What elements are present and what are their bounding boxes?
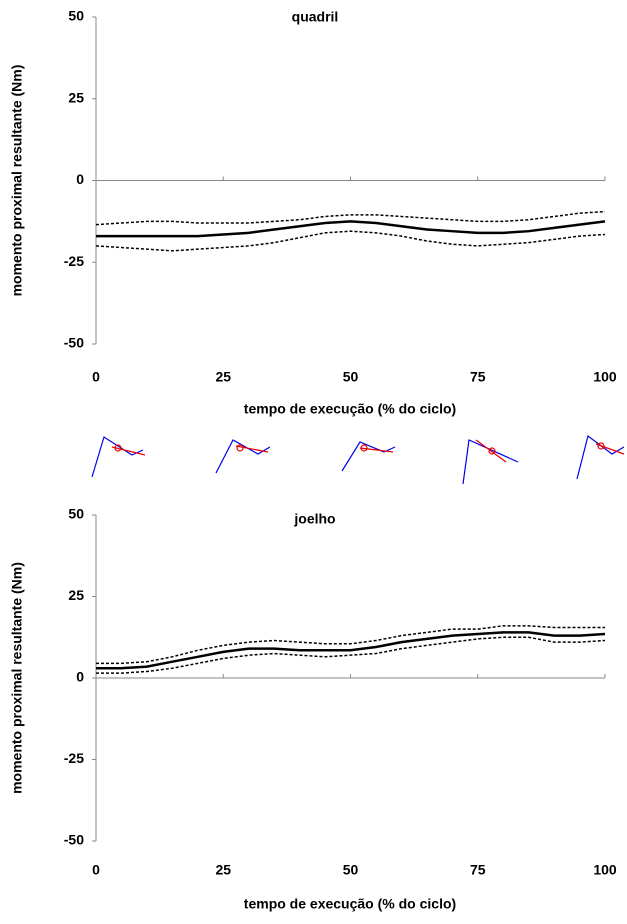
y-tick-label: 0 xyxy=(76,171,84,187)
stick-figure xyxy=(341,441,396,472)
y-tick-label: 50 xyxy=(68,8,84,24)
x-tick-label: 75 xyxy=(470,369,486,385)
x-tick-label: 0 xyxy=(92,369,100,385)
y-tick-label: 25 xyxy=(68,89,84,105)
y-tick-label: 25 xyxy=(68,587,84,603)
series-line xyxy=(95,210,606,226)
series-line xyxy=(96,631,606,670)
x-axis-title: tempo de execução (% do ciclo) xyxy=(244,401,456,417)
chart-title: quadril xyxy=(292,9,339,25)
stick-figure xyxy=(91,436,146,478)
y-tick-label: 0 xyxy=(76,669,84,685)
series-line xyxy=(96,220,606,238)
x-tick-label: 75 xyxy=(470,862,486,878)
y-tick-label: -50 xyxy=(64,335,84,351)
series-line xyxy=(96,625,605,665)
x-tick-label: 50 xyxy=(343,862,359,878)
x-tick-label: 100 xyxy=(593,369,617,385)
series-line xyxy=(95,230,606,252)
x-tick-label: 25 xyxy=(215,369,231,385)
series-line xyxy=(96,636,606,674)
x-tick-label: 0 xyxy=(92,862,100,878)
stick-figure xyxy=(215,439,271,474)
y-axis-title: momento proximal resultante (Nm) xyxy=(9,65,25,297)
stick-figure xyxy=(462,439,519,485)
x-axis-title: tempo de execução (% do ciclo) xyxy=(244,896,456,912)
y-tick-label: -25 xyxy=(64,750,84,766)
y-tick-label: -25 xyxy=(64,253,84,269)
x-tick-label: 100 xyxy=(593,862,617,878)
y-tick-label: 50 xyxy=(68,506,84,522)
x-tick-label: 50 xyxy=(343,369,359,385)
stick-figure xyxy=(576,434,625,480)
chart-title: joelho xyxy=(293,511,335,527)
stick-figures xyxy=(91,434,625,485)
y-axis-title: momento proximal resultante (Nm) xyxy=(9,562,25,794)
x-tick-label: 25 xyxy=(215,862,231,878)
y-tick-label: -50 xyxy=(64,832,84,848)
